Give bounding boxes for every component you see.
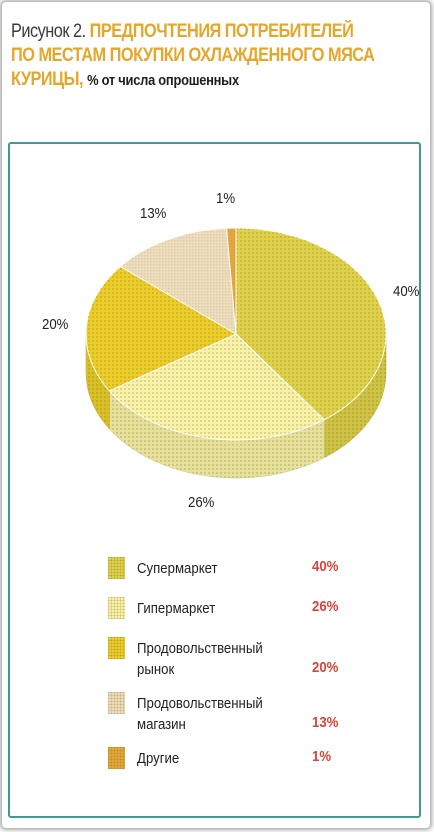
pie-side-texture-гипермаркет bbox=[109, 390, 325, 478]
chart-unit: % от числа опрошенных bbox=[87, 72, 239, 89]
pie-top-faces bbox=[85, 227, 387, 441]
legend-swatch bbox=[108, 637, 125, 659]
pie-slice-texture-супермаркет bbox=[236, 228, 386, 420]
figure-number: Рисунок 2. bbox=[11, 21, 86, 42]
pie-slice-texture-продовольственный-магазин bbox=[120, 228, 236, 334]
chart-title-line-2: ПО МЕСТАМ ПОКУПКИ ОХЛАЖДЕННОГО МЯСА bbox=[11, 45, 375, 66]
slice-label-гипермаркет: 26% bbox=[188, 493, 215, 511]
pie-side-texture-супермаркет bbox=[324, 334, 387, 458]
figure-caption: Рисунок 2. ПРЕДПОЧТЕНИЯ ПОТРЕБИТЕЛЕЙ ПО … bbox=[11, 20, 421, 92]
slice-label-другие: 1% bbox=[216, 190, 236, 208]
legend-swatch bbox=[108, 597, 125, 619]
legend-label: Супермаркет bbox=[137, 560, 218, 577]
chart-title-line-1: ПРЕДПОЧТЕНИЯ ПОТРЕБИТЕЛЕЙ bbox=[89, 21, 354, 42]
caption-line-3: КУРИЦЫ, % от числа опрошенных bbox=[11, 68, 364, 92]
legend-value: 1% bbox=[312, 748, 332, 765]
legend-value: 26% bbox=[312, 598, 339, 615]
legend-value: 40% bbox=[312, 558, 339, 575]
legend-value: 13% bbox=[312, 714, 339, 731]
legend-label: Другие bbox=[137, 750, 180, 767]
slice-label-продовольственный-магазин: 13% bbox=[140, 204, 167, 222]
slice-label-продовольственный-рынок: 20% bbox=[42, 315, 69, 333]
legend-label: Гипермаркет bbox=[137, 600, 216, 617]
chart-title-line-3: КУРИЦЫ, bbox=[11, 69, 84, 90]
legend-swatch bbox=[108, 692, 125, 714]
pie-slice-texture-продовольственный-рынок bbox=[85, 266, 236, 391]
pie-slice-texture-гипермаркет bbox=[109, 334, 325, 440]
legend-label: Продовольственный магазин bbox=[137, 695, 263, 733]
legend-swatch bbox=[108, 557, 125, 579]
caption-line-1: Рисунок 2. ПРЕДПОЧТЕНИЯ ПОТРЕБИТЕЛЕЙ bbox=[11, 20, 364, 44]
pie-slice-texture-другие bbox=[226, 228, 236, 334]
pie-side-walls bbox=[85, 333, 387, 479]
pie-side-texture-продовольственный-рынок bbox=[86, 334, 110, 429]
slice-label-супермаркет: 40% bbox=[393, 282, 420, 300]
legend-swatch bbox=[108, 747, 125, 769]
legend-label: Продовольственный рынок bbox=[137, 640, 263, 678]
chart-panel bbox=[8, 142, 421, 818]
legend-value: 20% bbox=[312, 659, 339, 676]
